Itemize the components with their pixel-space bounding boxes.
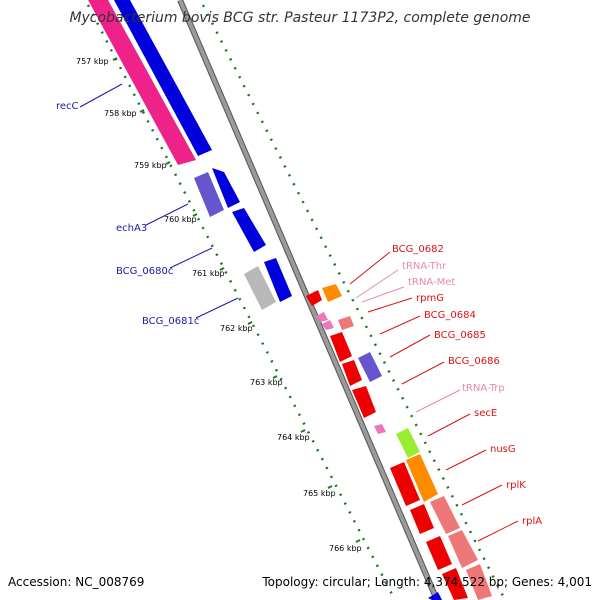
inner-dotted-guide — [86, 4, 397, 600]
tick-label: 765 kbp — [303, 489, 336, 498]
label-tRNA-Thr[interactable]: tRNA-Thr — [402, 261, 447, 272]
label-BCG_0684[interactable]: BCG_0684 — [424, 310, 476, 321]
label-BCG_0685[interactable]: BCG_0685 — [434, 330, 486, 341]
tick-766: 766 kbp — [329, 539, 362, 553]
tick-label: 759 kbp — [134, 161, 167, 170]
gene-BCG_0684[interactable] — [330, 332, 352, 362]
label-rpmG[interactable]: rpmG — [416, 293, 444, 304]
tick-label: 760 kbp — [164, 215, 197, 224]
gene-salmon-b[interactable] — [448, 530, 478, 568]
tick-764: 764 kbp — [277, 429, 310, 442]
gene-blue-b[interactable] — [232, 208, 266, 252]
label-secE[interactable]: secE — [474, 408, 497, 419]
gene-salmon-c[interactable] — [466, 564, 492, 600]
tick-label: 763 kbp — [250, 378, 283, 387]
gene-tRNA-Met[interactable] — [322, 320, 334, 330]
gene-tRNA-Trp[interactable] — [374, 424, 386, 434]
tick-label: 761 kbp — [192, 269, 225, 278]
label-recC[interactable]: recC — [56, 101, 79, 112]
gene-red-c[interactable] — [426, 536, 452, 570]
label-rplK[interactable]: rplK — [506, 480, 526, 491]
accession-text: Accession: NC_008769 — [8, 575, 144, 589]
tick-759: 759 kbp — [134, 161, 171, 170]
label-BCG_0681c[interactable]: BCG_0681c — [142, 316, 199, 327]
outer-dotted-guide — [201, 4, 507, 600]
label-echA3[interactable]: echA3 — [116, 223, 147, 234]
gene-echA3[interactable] — [194, 172, 224, 217]
right-label-group: BCG_0682 tRNA-Thr tRNA-Met rpmG BCG_0684… — [349, 244, 542, 542]
label-BCG_0686[interactable]: BCG_0686 — [448, 356, 500, 367]
label-BCG_0682[interactable]: BCG_0682 — [392, 244, 444, 255]
tick-label: 762 kbp — [220, 324, 253, 333]
gene-recC[interactable] — [88, 0, 196, 165]
left-strand-features — [88, 0, 292, 310]
gene-nusG[interactable] — [406, 454, 438, 502]
summary-text: Topology: circular; Length: 4,374,522 bp… — [261, 575, 592, 589]
gene-purple-a[interactable] — [358, 352, 382, 382]
right-strand-features — [306, 284, 492, 600]
gene-blue-a[interactable] — [212, 168, 240, 208]
gene-BCG_0680c[interactable] — [264, 258, 292, 302]
gene-blue-bottom[interactable] — [428, 592, 442, 600]
left-label-group: recC echA3 BCG_0680c BCG_0681c — [56, 83, 239, 327]
tick-label: 757 kbp — [76, 57, 109, 66]
tick-763: 763 kbp — [250, 375, 283, 387]
gene-BCG_0686[interactable] — [352, 386, 376, 418]
tick-760: 760 kbp — [164, 213, 198, 224]
gene-BCG_0681c[interactable] — [244, 266, 276, 310]
tick-758: 758 kbp — [104, 109, 145, 118]
tick-label: 766 kbp — [329, 544, 362, 553]
gene-secE[interactable] — [396, 428, 420, 458]
tick-label: 764 kbp — [277, 433, 310, 442]
gene-BCG_0685[interactable] — [342, 360, 362, 386]
page-title: Mycobacterium bovis BCG str. Pasteur 117… — [69, 10, 530, 26]
label-rplA[interactable]: rplA — [522, 516, 542, 527]
tick-label: 758 kbp — [104, 109, 137, 118]
gene-red-b[interactable] — [410, 504, 434, 534]
tick-757: 757 kbp — [76, 57, 118, 66]
tick-765: 765 kbp — [303, 485, 336, 498]
gene-red-d[interactable] — [442, 568, 468, 600]
tick-761: 761 kbp — [192, 267, 225, 278]
gene-BCG_0682[interactable] — [306, 290, 322, 306]
gene-rplA[interactable] — [430, 496, 460, 534]
gene-tRNA-Thr[interactable] — [316, 312, 328, 322]
label-tRNA-Trp[interactable]: tRNA-Trp — [462, 383, 505, 394]
gene-rplK[interactable] — [390, 462, 420, 506]
tick-762: 762 kbp — [220, 321, 253, 333]
label-nusG[interactable]: nusG — [490, 444, 516, 455]
gene-rpmG[interactable] — [338, 316, 354, 330]
gene-recC-neighbor[interactable] — [114, 0, 212, 156]
label-tRNA-Met[interactable]: tRNA-Met — [408, 277, 455, 288]
gene-orange-a[interactable] — [322, 284, 342, 302]
label-BCG_0680c[interactable]: BCG_0680c — [116, 266, 173, 277]
tick-group: 757 kbp 758 kbp 759 kbp 760 kbp 761 kbp … — [76, 57, 362, 553]
